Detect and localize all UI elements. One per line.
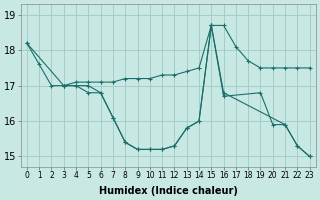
X-axis label: Humidex (Indice chaleur): Humidex (Indice chaleur) — [99, 186, 238, 196]
